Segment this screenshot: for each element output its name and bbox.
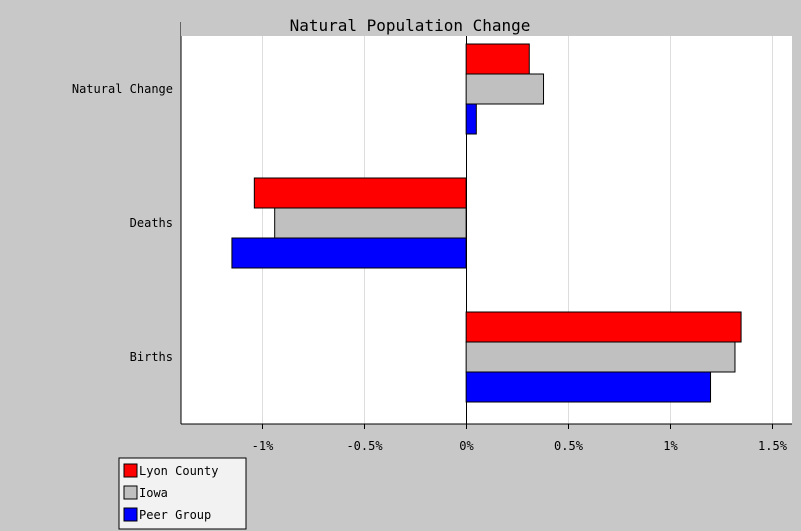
legend-swatch: [123, 463, 138, 478]
bar-iowa: [465, 341, 736, 373]
legend-label: Lyon County: [139, 464, 218, 478]
legend-box: [118, 457, 247, 530]
bar-peer-group: [465, 103, 477, 135]
bar-lyon-county: [465, 311, 742, 343]
x-tick-label: -1%: [252, 439, 274, 453]
x-tick-label: 1%: [663, 439, 678, 453]
legend: Lyon County Iowa Peer Group: [118, 457, 247, 530]
axes: [180, 22, 792, 425]
bar-iowa: [274, 207, 467, 239]
chart-title-group: Natural Population Change: [181, 16, 792, 36]
x-ticks: -1% -0.5% 0% 0.5% 1% 1.5%: [252, 424, 788, 453]
x-tick-label: 1.5%: [758, 439, 788, 453]
legend-label: Iowa: [139, 486, 168, 500]
x-tick-label: 0.5%: [554, 439, 584, 453]
title-background: [181, 16, 792, 36]
chart-title: Natural Population Change: [290, 16, 531, 35]
category-labels: Natural Change Deaths Births: [72, 82, 173, 364]
bar-lyon-county: [465, 43, 530, 75]
legend-swatch: [123, 485, 138, 500]
x-tick-label: -0.5%: [346, 439, 383, 453]
category-label: Natural Change: [72, 82, 173, 96]
bars: [231, 43, 742, 403]
legend-label: Peer Group: [139, 508, 211, 522]
category-label: Deaths: [130, 216, 173, 230]
bar-iowa: [465, 73, 545, 105]
legend-swatch: [123, 507, 138, 522]
category-label: Births: [130, 350, 173, 364]
bar-lyon-county: [253, 177, 467, 209]
bar-peer-group: [231, 237, 467, 269]
x-tick-label: 0%: [459, 439, 474, 453]
bar-peer-group: [465, 371, 712, 403]
